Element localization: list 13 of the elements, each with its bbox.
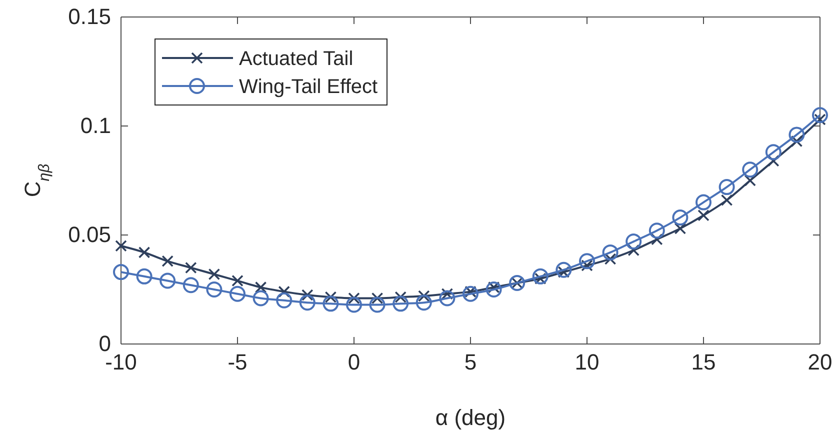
x-tick-label: 20 xyxy=(808,350,832,375)
x-tick-label: 10 xyxy=(574,350,600,375)
y-tick-label: 0 xyxy=(98,331,111,356)
x-tick-label: 5 xyxy=(464,350,477,375)
x-tick-label: -5 xyxy=(228,350,248,375)
x-axis-title: α (deg) xyxy=(435,405,506,430)
legend-label: Wing-Tail Effect xyxy=(239,76,378,98)
legend-label: Actuated Tail xyxy=(239,48,354,70)
x-tick-label: 0 xyxy=(348,350,360,375)
x-tick-label: 15 xyxy=(691,350,716,375)
y-tick-label: 0.1 xyxy=(80,113,111,138)
y-tick-label: 0.05 xyxy=(68,222,111,248)
y-tick-label: 0.15 xyxy=(68,4,111,30)
